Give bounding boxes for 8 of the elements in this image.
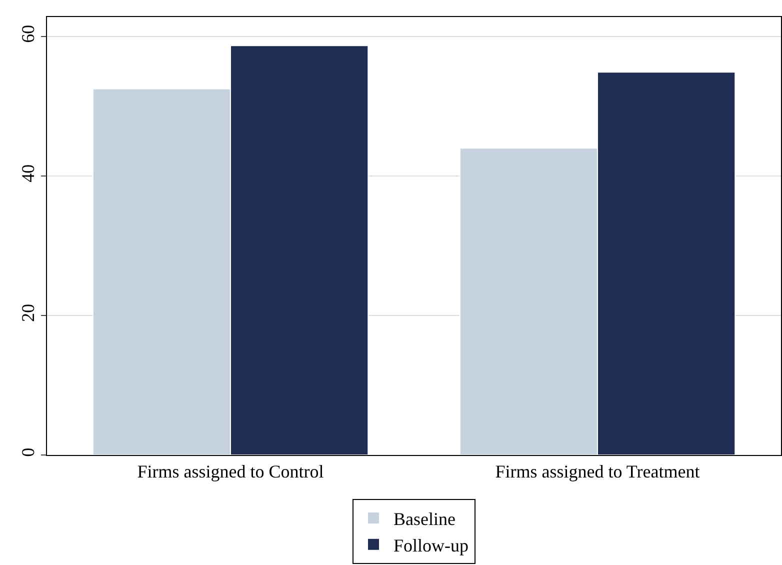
legend-label: Follow-up <box>394 535 469 556</box>
y-tick-label: 60 <box>18 24 38 43</box>
legend-label: Baseline <box>394 509 456 530</box>
x-tick-label: Firms assigned to Control <box>137 462 324 482</box>
y-tick-label: 40 <box>18 164 38 182</box>
y-tick-label: 0 <box>18 448 38 457</box>
y-tick-label: 20 <box>18 304 38 322</box>
x-tick-label: Firms assigned to Treatment <box>495 462 700 482</box>
